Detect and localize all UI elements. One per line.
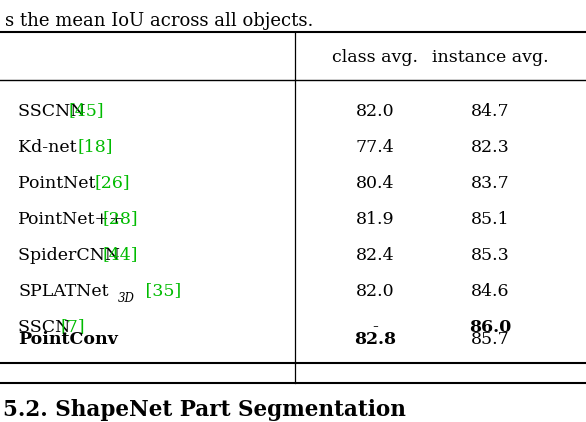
- Text: SSCN: SSCN: [18, 319, 76, 335]
- Text: 83.7: 83.7: [471, 175, 509, 192]
- Text: 80.4: 80.4: [356, 175, 394, 192]
- Text: PointNet: PointNet: [18, 175, 101, 192]
- Text: 85.7: 85.7: [471, 332, 509, 349]
- Text: s the mean IoU across all objects.: s the mean IoU across all objects.: [5, 12, 314, 30]
- Text: [26]: [26]: [94, 175, 130, 192]
- Text: SpiderCNN: SpiderCNN: [18, 246, 125, 263]
- Text: 82.0: 82.0: [356, 282, 394, 300]
- Text: 82.4: 82.4: [356, 246, 394, 263]
- Text: instance avg.: instance avg.: [432, 49, 548, 65]
- Text: 82.0: 82.0: [356, 103, 394, 119]
- Text: 85.1: 85.1: [471, 211, 509, 227]
- Text: 86.0: 86.0: [469, 319, 511, 335]
- Text: [44]: [44]: [103, 246, 138, 263]
- Text: 5.2. ShapeNet Part Segmentation: 5.2. ShapeNet Part Segmentation: [3, 399, 406, 421]
- Text: Kd-net: Kd-net: [18, 138, 82, 155]
- Text: 3D: 3D: [118, 292, 135, 305]
- Text: [35]: [35]: [140, 282, 181, 300]
- Text: 81.9: 81.9: [356, 211, 394, 227]
- Text: 77.4: 77.4: [356, 138, 394, 155]
- Text: SPLATNet: SPLATNet: [18, 282, 108, 300]
- Text: [18]: [18]: [77, 138, 113, 155]
- Text: 84.6: 84.6: [471, 282, 509, 300]
- Text: [7]: [7]: [60, 319, 85, 335]
- Text: SSCNN: SSCNN: [18, 103, 91, 119]
- Text: [28]: [28]: [103, 211, 139, 227]
- Text: 84.7: 84.7: [471, 103, 509, 119]
- Text: PointNet++: PointNet++: [18, 211, 125, 227]
- Text: [45]: [45]: [69, 103, 105, 119]
- Text: 82.3: 82.3: [471, 138, 509, 155]
- Text: PointConv: PointConv: [18, 332, 118, 349]
- Text: -: -: [372, 319, 378, 335]
- Text: 82.8: 82.8: [354, 332, 396, 349]
- Text: 85.3: 85.3: [471, 246, 509, 263]
- Text: class avg.: class avg.: [332, 49, 418, 65]
